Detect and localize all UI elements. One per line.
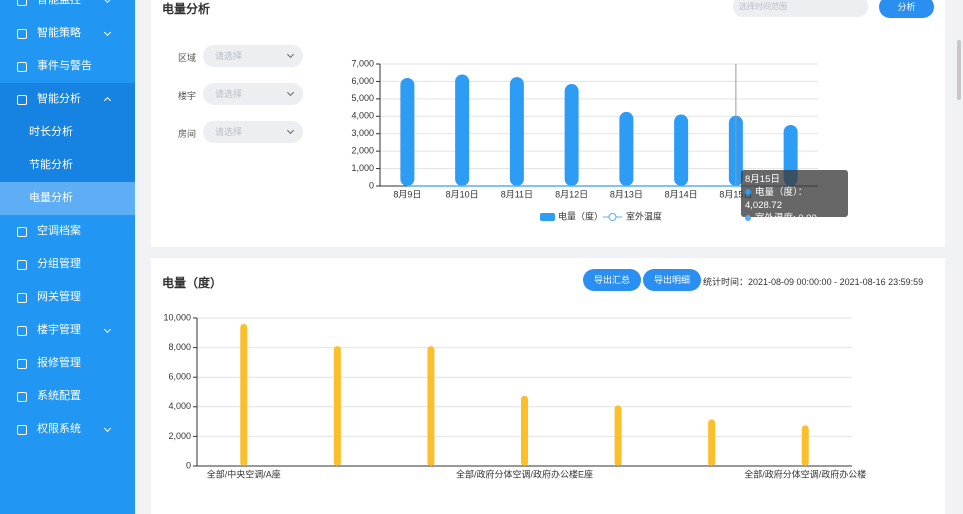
x-tick-label: 8月15日 <box>719 189 752 199</box>
menu-item[interactable]: 智能监控 <box>0 0 135 17</box>
legend-label: 电量（度） <box>558 210 603 221</box>
export-detail-button[interactable]: 导出明细 <box>643 269 701 291</box>
x-tick-label: 全部/政府分体空调/政府办公楼 <box>744 468 866 479</box>
menu-item[interactable]: 智能策略 <box>0 17 135 50</box>
y-tick-label: 5,000 <box>351 93 374 103</box>
menu-item[interactable]: 事件与警告 <box>0 50 135 83</box>
x-tick-label: 8月10日 <box>446 189 479 199</box>
bar <box>801 425 809 466</box>
bar <box>427 346 435 466</box>
tooltip-dot <box>745 189 751 195</box>
sidebar: 智能监控 智能策略 事件与警告 智能分析 时长分析 节能分析 电量分析 空调档案 分组管理 网关管… <box>0 0 135 514</box>
legend-swatch <box>540 213 555 221</box>
x-tick-label: 8月11日 <box>501 189 533 199</box>
bar <box>674 114 689 186</box>
stat-time: 统计时间：2021-08-09 00:00:00 - 2021-08-16 23… <box>703 277 924 287</box>
tooltip-row: 电量（度）：4,028.72 <box>745 187 808 211</box>
menu-item[interactable]: 时长分析 <box>0 116 135 149</box>
bar <box>619 111 634 186</box>
y-tick-label: 10,000 <box>163 312 191 322</box>
export-summary-button[interactable]: 导出汇总 <box>583 269 641 291</box>
y-tick-label: 1,000 <box>351 163 374 173</box>
bar <box>333 346 341 466</box>
y-tick-label: 0 <box>186 460 191 470</box>
y-tick-label: 0 <box>369 180 374 190</box>
scrollbar[interactable] <box>957 40 961 100</box>
menu-item[interactable]: 网关管理 <box>0 281 135 314</box>
energy-panel <box>151 258 945 514</box>
menu-item[interactable]: 节能分析 <box>0 149 135 182</box>
date-picker[interactable]: 选择时间范围 <box>733 0 868 17</box>
menu-item[interactable]: 智能分析 <box>0 83 135 116</box>
filter-label: 楼宇 <box>178 91 197 101</box>
y-tick-label: 8,000 <box>168 342 191 352</box>
tooltip-row: 室外温度: 0.00 <box>755 213 817 224</box>
y-tick-label: 7,000 <box>351 58 374 68</box>
filter-label: 房间 <box>178 129 197 139</box>
filter-select[interactable]: 请选择 <box>203 83 303 105</box>
menu-item[interactable]: 权限系统 <box>0 413 135 446</box>
bar <box>708 419 716 466</box>
tooltip-dot <box>745 215 751 221</box>
bar <box>614 405 622 466</box>
menu-item[interactable]: 楼宇管理 <box>0 314 135 347</box>
bar <box>564 84 579 186</box>
menu-item[interactable]: 报修管理 <box>0 347 135 380</box>
x-tick-label: 8月13日 <box>610 189 643 199</box>
bar <box>521 395 528 466</box>
legend-swatch <box>608 213 617 221</box>
legend-label: 室外温度 <box>626 210 662 221</box>
x-tick-label: 全部/中央空调/A座 <box>207 468 281 479</box>
panel-title: 电量分析 <box>162 2 211 16</box>
tooltip-title: 8月15日 <box>745 174 780 185</box>
menu-item[interactable]: 空调档案 <box>0 215 135 248</box>
panel-title: 电量（度） <box>162 276 223 290</box>
menu-item[interactable]: 分组管理 <box>0 248 135 281</box>
y-tick-label: 6,000 <box>351 76 374 86</box>
menu-item[interactable]: 电量分析 <box>0 182 135 215</box>
bar <box>400 77 415 186</box>
filter-select[interactable]: 请选择 <box>203 45 303 67</box>
filter-select[interactable]: 请选择 <box>203 121 303 143</box>
y-tick-label: 2,000 <box>351 146 374 156</box>
menu-item[interactable]: 系统配置 <box>0 380 135 413</box>
y-tick-label: 3,000 <box>351 128 374 138</box>
y-tick-label: 2,000 <box>168 431 191 441</box>
analyze-button[interactable]: 分析 <box>879 0 934 18</box>
y-tick-label: 6,000 <box>168 372 191 382</box>
x-tick-label: 8月14日 <box>665 189 698 199</box>
tooltip: 8月15日 电量（度）：4,028.72 室外温度: 0.00 <box>741 170 848 224</box>
y-tick-label: 4,000 <box>168 401 191 411</box>
x-tick-label: 8月9日 <box>393 189 421 199</box>
filter-label: 区域 <box>178 53 197 63</box>
bar <box>455 74 470 186</box>
y-tick-label: 4,000 <box>351 111 374 121</box>
bar <box>509 77 524 186</box>
x-tick-label: 全部/政府分体空调/政府办公楼E座 <box>456 468 593 479</box>
bar <box>240 323 248 466</box>
x-tick-label: 8月12日 <box>555 189 588 199</box>
